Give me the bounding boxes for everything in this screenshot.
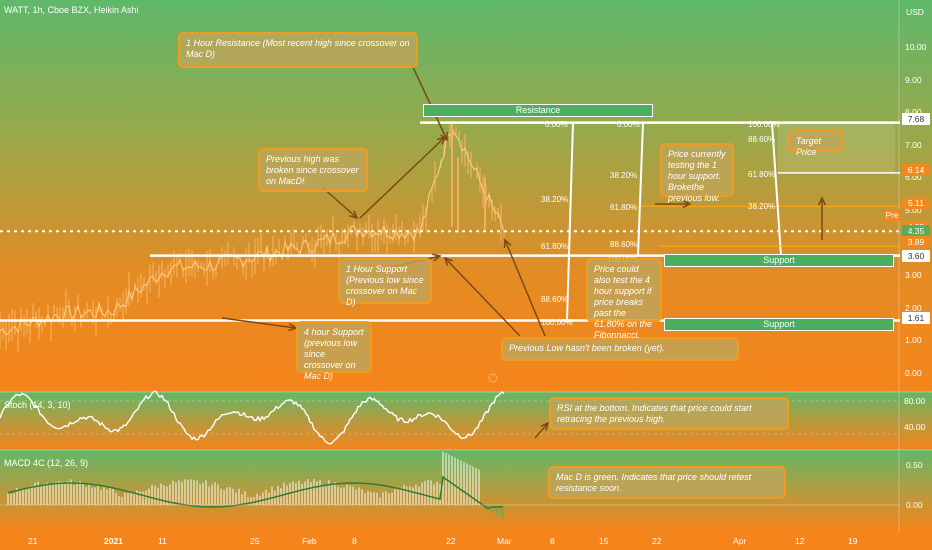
macd-title[interactable]: MACD 4C (12, 26, 9) — [4, 458, 89, 468]
fib3-label: 61.80% — [748, 170, 776, 179]
support-box-1h[interactable]: Support — [664, 254, 894, 267]
fib1-label: 88.60% — [541, 295, 569, 304]
annotation-macd[interactable]: Mac D is green. Indicates that price sho… — [548, 466, 786, 499]
arrow-previous-low — [444, 257, 521, 337]
stoch-tick: 80.00 — [904, 396, 926, 406]
fib3-label: 88.60% — [748, 135, 776, 144]
time-tick: 8 — [352, 536, 357, 546]
stoch-k-line — [0, 390, 505, 445]
time-tick: 8 — [550, 536, 555, 546]
annotation-target-price[interactable]: Target Price — [788, 130, 844, 157]
price-tick: 0.00 — [905, 368, 922, 378]
macd-tick: 0.00 — [906, 500, 923, 510]
time-tick: 2021 — [104, 536, 123, 546]
price-badge: 6.14 — [902, 164, 930, 176]
arrow-1h-resistance-head — [440, 131, 448, 142]
annotation-1h-support[interactable]: 1 Hour Support (Previous low since cross… — [338, 258, 432, 307]
price-badge: 4.35 — [902, 225, 930, 237]
price-tick: 8.00 — [905, 107, 922, 117]
chart-title: WATT, 1h, Cboe BZX, Heikin Ashi — [4, 5, 139, 15]
arrow-previous-low-head — [443, 256, 453, 266]
fib1-label: 61.80% — [541, 242, 569, 251]
macd-pane-bg — [0, 450, 932, 532]
fib2-leg — [637, 122, 644, 256]
price-line — [0, 130, 505, 337]
time-tick: 21 — [28, 536, 38, 546]
time-tick: Apr — [733, 536, 747, 546]
annotation-previous-high[interactable]: Previous high was broken since crossover… — [258, 148, 368, 192]
arrow-4h-support — [221, 317, 297, 329]
fib2-label: 61.80% — [610, 203, 638, 212]
currency-label: USD — [906, 7, 924, 17]
arrow-previous-low-2-head — [503, 238, 512, 249]
price-badge: 3.89 — [902, 236, 930, 248]
arrow-rsi-head — [540, 421, 550, 431]
arrow-previous-high — [359, 136, 446, 219]
annotation-testing-1h[interactable]: Price currently testing the 1 hour suppo… — [660, 143, 734, 203]
main-pane-bg — [0, 0, 932, 392]
price-tick: 9.00 — [905, 74, 922, 85]
price-tick: 7.00 — [905, 139, 922, 150]
annotation-1h-resistance[interactable]: 1 Hour Resistance (Most recent high sinc… — [178, 32, 418, 68]
price-tick: 6.00 — [905, 172, 922, 183]
time-tick: 11 — [158, 536, 167, 546]
arrow-1h-support-head — [432, 253, 442, 262]
price-tick: 2.00 — [905, 302, 922, 313]
arrow-testing-head — [682, 199, 692, 209]
annotation-rsi[interactable]: RSI at the bottom. Indicates that price … — [549, 397, 789, 430]
price-badge: 5.11 — [902, 197, 930, 209]
time-tick: 15 — [599, 536, 609, 546]
fib1-label: 0.00% — [545, 120, 568, 129]
price-badge: Pre — [884, 209, 900, 221]
price-badge: 7.68 — [902, 113, 930, 125]
annotation-previous-low[interactable]: Previous Low hasn't been broken (yet). — [501, 337, 739, 361]
time-tick: 25 — [250, 536, 260, 546]
price-tick: 5.00 — [905, 205, 922, 215]
annotation-4h-support[interactable]: 4 hour Support (previous low since cross… — [296, 321, 372, 381]
time-tick: 19 — [848, 536, 858, 546]
arrow-rsi — [534, 422, 549, 439]
arrow-previous-low-2 — [504, 239, 546, 337]
fib3-label: 38.20% — [748, 202, 776, 211]
fib2-label: 38.20% — [610, 171, 638, 180]
time-tick: Feb — [302, 536, 317, 546]
time-tick: 22 — [446, 536, 456, 546]
time-tick: Mar — [497, 536, 512, 546]
annotation-test-4h[interactable]: Price could also test the 4 hour support… — [586, 258, 662, 340]
price-tick: 3.00 — [905, 270, 922, 281]
price-tick: 1.00 — [905, 335, 922, 346]
fib2-label: 0.00% — [617, 120, 640, 129]
arrow-1h-resistance — [411, 64, 448, 141]
fib1-label: 100.00% — [541, 318, 573, 327]
time-tick: 22 — [652, 536, 662, 546]
time-axis-bg — [0, 532, 932, 550]
fib3-label: 100.00% — [748, 120, 780, 129]
fib3-leg — [771, 122, 782, 256]
resistance-box[interactable]: Resistance — [423, 104, 653, 117]
stoch-title[interactable]: Stoch (14, 3, 10) — [4, 400, 71, 410]
macd-series — [0, 451, 900, 519]
time-tick: 12 — [795, 536, 805, 546]
fib1-label: 38.20% — [541, 195, 569, 204]
fib2-label: 88.60% — [610, 240, 638, 249]
stoch-tick: 40.00 — [904, 422, 926, 432]
macd-tick: 0.50 — [906, 460, 923, 470]
arrow-broken-high — [321, 186, 358, 219]
macd-line — [7, 475, 504, 510]
arrow-broken-high-head — [349, 210, 359, 220]
price-badge: 3.60 — [902, 250, 930, 262]
support-box-4h[interactable]: Support — [664, 318, 894, 331]
fib1-leg — [566, 122, 574, 321]
price-tick: 10.00 — [905, 42, 927, 52]
earnings-marker-icon — [488, 373, 498, 383]
arrow-target-head — [817, 196, 827, 206]
price-badge: 1.61 — [902, 312, 930, 324]
